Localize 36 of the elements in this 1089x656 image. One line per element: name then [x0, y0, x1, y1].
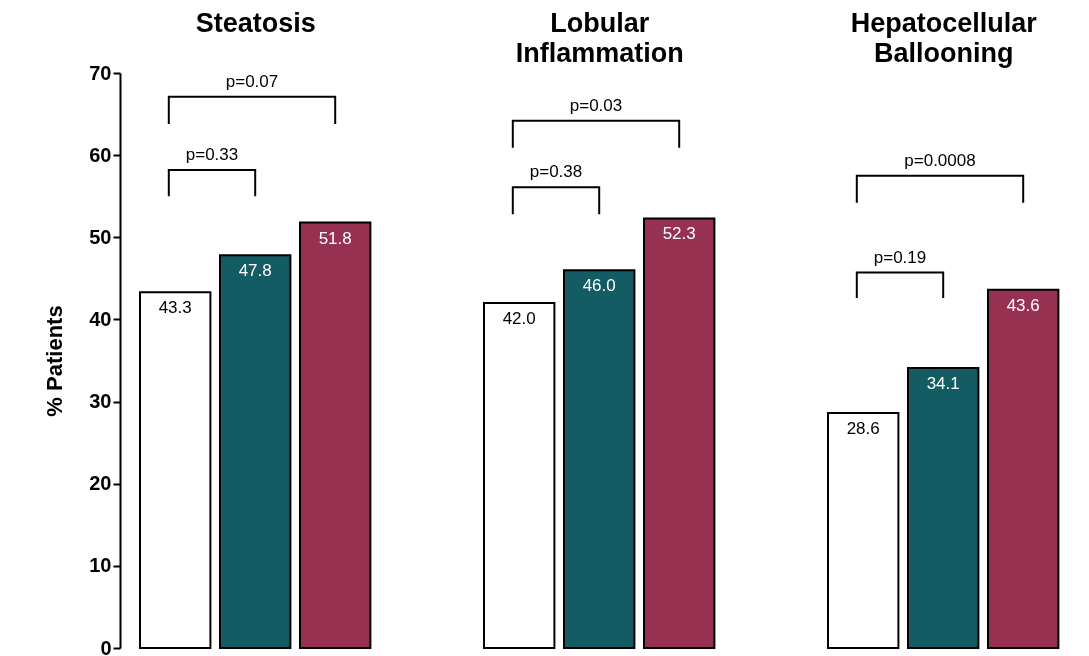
x-tick-label: Lobular Inflammation: [515, 7, 684, 68]
x-tick-label: Hepatocellular Ballooning: [850, 7, 1038, 68]
y-tick-label: 70: [89, 61, 112, 84]
y-axis-title: % Patients: [42, 305, 68, 417]
bar: [483, 302, 556, 649]
y-tick-label: 30: [89, 390, 112, 413]
data-label: 52.3: [662, 224, 696, 244]
bar: [299, 221, 372, 649]
data-label: 42.0: [502, 309, 536, 328]
data-label: 43.3: [158, 298, 192, 318]
bar: [643, 217, 716, 649]
data-label: 51.8: [318, 228, 352, 248]
bar: [987, 288, 1060, 649]
annotation: p=0.19: [873, 247, 927, 267]
annotation: p=0.03: [569, 95, 623, 115]
data-label: 43.6: [1006, 295, 1040, 315]
bar: [219, 254, 292, 649]
data-label: 28.6: [846, 419, 880, 439]
data-label: 47.8: [238, 261, 272, 281]
bar: [907, 366, 980, 649]
y-tick-label: 0: [100, 636, 112, 656]
y-tick-label: 50: [89, 225, 112, 248]
y-tick-label: 40: [89, 307, 112, 330]
annotation: p=0.07: [225, 71, 279, 91]
bar: [827, 412, 900, 649]
y-tick-label: 20: [89, 472, 112, 495]
y-tick-label: 10: [89, 554, 112, 577]
annotation: p=0.33: [185, 144, 239, 164]
data-label: 34.1: [926, 373, 960, 393]
x-tick-label: Steatosis: [195, 7, 316, 38]
bar: [139, 291, 212, 649]
annotation: p=0.38: [529, 162, 583, 182]
data-label: 46.0: [582, 276, 616, 296]
bar: [563, 269, 636, 649]
y-tick-label: 60: [89, 143, 112, 166]
annotation: p=0.0008: [904, 150, 976, 170]
